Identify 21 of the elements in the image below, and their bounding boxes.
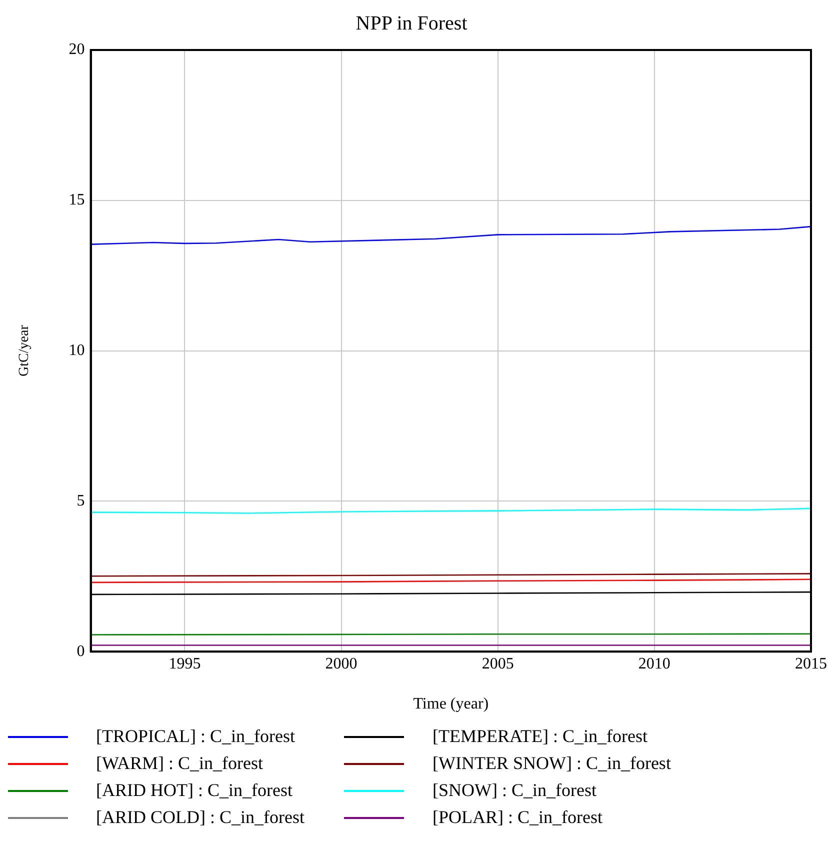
y-tick-label: 10: [68, 342, 85, 360]
legend-label: [POLAR] : C_in_forest: [432, 807, 602, 828]
x-axis-title: Time (year): [413, 696, 489, 713]
legend-label: [SNOW] : C_in_forest: [432, 780, 596, 801]
chart-title: NPP in Forest: [356, 12, 468, 34]
x-tick-label: 2015: [795, 655, 827, 672]
legend-label: [WINTER SNOW] : C_in_forest: [432, 753, 671, 774]
x-tick-label: 1995: [168, 655, 201, 672]
x-tick-label: 2005: [482, 655, 514, 672]
legend-label: [WARM] : C_in_forest: [96, 753, 263, 774]
legend-label: [ARID HOT] : C_in_forest: [96, 780, 292, 801]
y-tick-label: 5: [76, 492, 85, 510]
x-tick-label: 2000: [325, 655, 358, 672]
y-tick-label: 20: [68, 41, 85, 58]
legend-label: [TEMPERATE] : C_in_forest: [432, 726, 648, 747]
x-tick-label: 2010: [638, 655, 670, 672]
y-tick-label: 0: [76, 642, 85, 660]
y-tick-label: 15: [68, 192, 85, 209]
y-axis-title: GtC/year: [17, 324, 32, 376]
legend-label: [TROPICAL] : C_in_forest: [96, 726, 295, 747]
legend-label: [ARID COLD] : C_in_forest: [96, 807, 304, 828]
